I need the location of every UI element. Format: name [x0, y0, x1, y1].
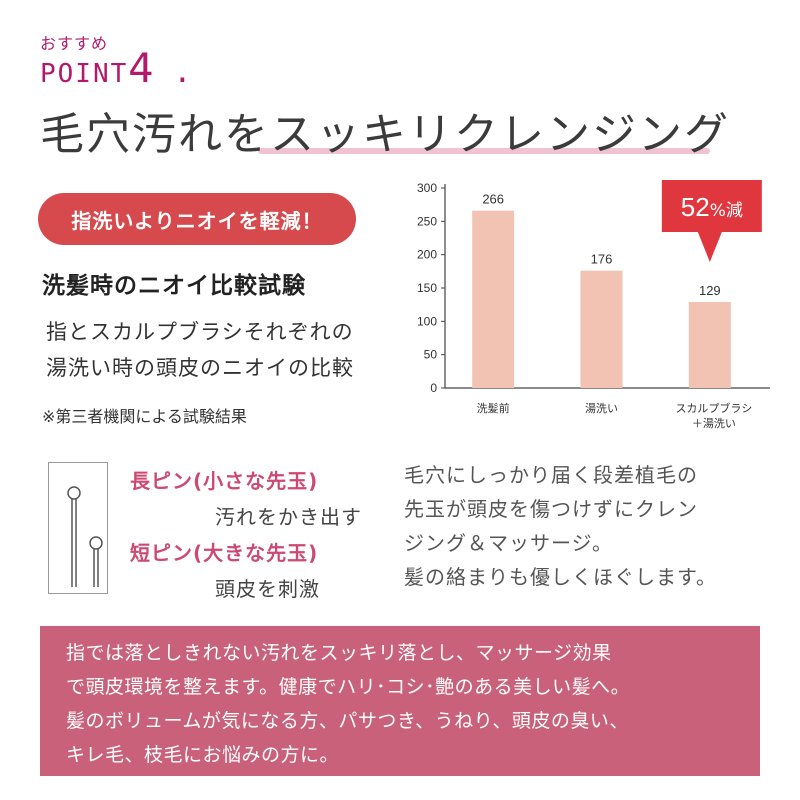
test-desc-line1: 指とスカルプブラシそれぞれの — [46, 320, 354, 344]
y-tick-label: 100 — [417, 314, 437, 328]
chart-svg: 0 50 100 150 200 250 300 266 洗髪前 176 湯洗い 129 スカルプブラシ… — [417, 180, 770, 430]
bristle-line1: 毛穴にしっかり届く段差植毛の — [404, 463, 698, 487]
point-number: 4 — [128, 46, 156, 92]
headline-part2: スッキリクレンジング — [270, 109, 730, 160]
headline-part1: 毛穴汚れを — [40, 109, 270, 160]
point-prefix: POINT — [40, 59, 129, 89]
y-tick-label: 0 — [430, 381, 437, 395]
callout-box — [661, 180, 762, 232]
x-tick-label: ＋湯洗い — [692, 417, 736, 430]
headline-underline — [258, 148, 710, 154]
x-tick-label: 湯洗い — [585, 402, 618, 415]
point-label: POINT4 . — [40, 46, 193, 92]
bar — [688, 302, 731, 388]
test-desc-line2: 湯洗い時の頭皮のニオイの比較 — [46, 356, 354, 380]
test-title: 洗髪時のニオイ比較試験 — [42, 273, 306, 299]
summary-line2: で頭皮環境を整えます。健康でハリ･コシ･艶のある美しい髪へ。 — [66, 676, 631, 698]
data-label: 129 — [699, 283, 721, 298]
y-tick-label: 50 — [424, 348, 438, 362]
bristle-line2: 先玉が頭皮を傷つけずにクレン — [404, 497, 698, 521]
y-tick-label: 200 — [417, 248, 437, 262]
benefit-badge: 指洗いよりニオイを軽減！ — [38, 193, 356, 245]
short-pin-title: 短ピン(大きな先玉) — [130, 541, 319, 565]
summary-line3: 髪のボリュームが気になる方、パサつき、うねり、頭皮の臭い、 — [66, 710, 629, 732]
pin-illustration — [48, 462, 108, 594]
recommend-label: おすすめ — [40, 34, 109, 53]
bristle-line4: 髪の絡まりも優しくほぐします。 — [404, 565, 717, 589]
summary-box: 指では落としきれない汚れをスッキリ落とし、マッサージ効果 で頭皮環境を整えます。… — [40, 626, 760, 776]
bar — [472, 210, 515, 388]
callout-label: 52%減 — [681, 192, 743, 222]
data-label: 176 — [591, 252, 613, 267]
summary-line4: キレ毛、枝毛にお悩みの方に。 — [66, 744, 340, 766]
summary-line1: 指では落としきれない汚れをスッキリ落とし、マッサージ効果 — [66, 642, 612, 664]
callout-pointer — [697, 232, 722, 262]
bristle-description: 毛穴にしっかり届く段差植毛の 先玉が頭皮を傷つけずにクレン ジング＆マッサージ。… — [404, 458, 784, 594]
test-note: ※第三者機関による試験結果 — [42, 407, 247, 426]
short-pin-desc: 頭皮を刺激 — [215, 577, 320, 601]
pin-icon — [67, 486, 103, 587]
y-tick-label: 150 — [417, 281, 437, 295]
bristle-line3: ジング＆マッサージ。 — [404, 531, 613, 555]
bar — [580, 270, 623, 388]
long-pin-title: 長ピン(小さな先玉) — [130, 469, 319, 493]
point-dot: . — [173, 55, 194, 90]
test-description: 指とスカルプブラシそれぞれの 湯洗い時の頭皮のニオイの比較 — [46, 314, 354, 386]
odor-comparison-chart: 0 50 100 150 200 250 300 266 洗髪前 176 湯洗い 129 スカルプブラシ… — [400, 172, 780, 452]
long-pin-desc: 汚れをかき出す — [215, 505, 362, 529]
x-tick-label: スカルプブラシ — [675, 401, 752, 415]
page-title: 毛穴汚れをスッキリクレンジング — [40, 98, 730, 162]
y-tick-label: 300 — [417, 181, 437, 195]
y-tick-label: 250 — [417, 214, 437, 228]
x-tick-label: 洗髪前 — [477, 401, 510, 415]
data-label: 266 — [482, 192, 504, 207]
